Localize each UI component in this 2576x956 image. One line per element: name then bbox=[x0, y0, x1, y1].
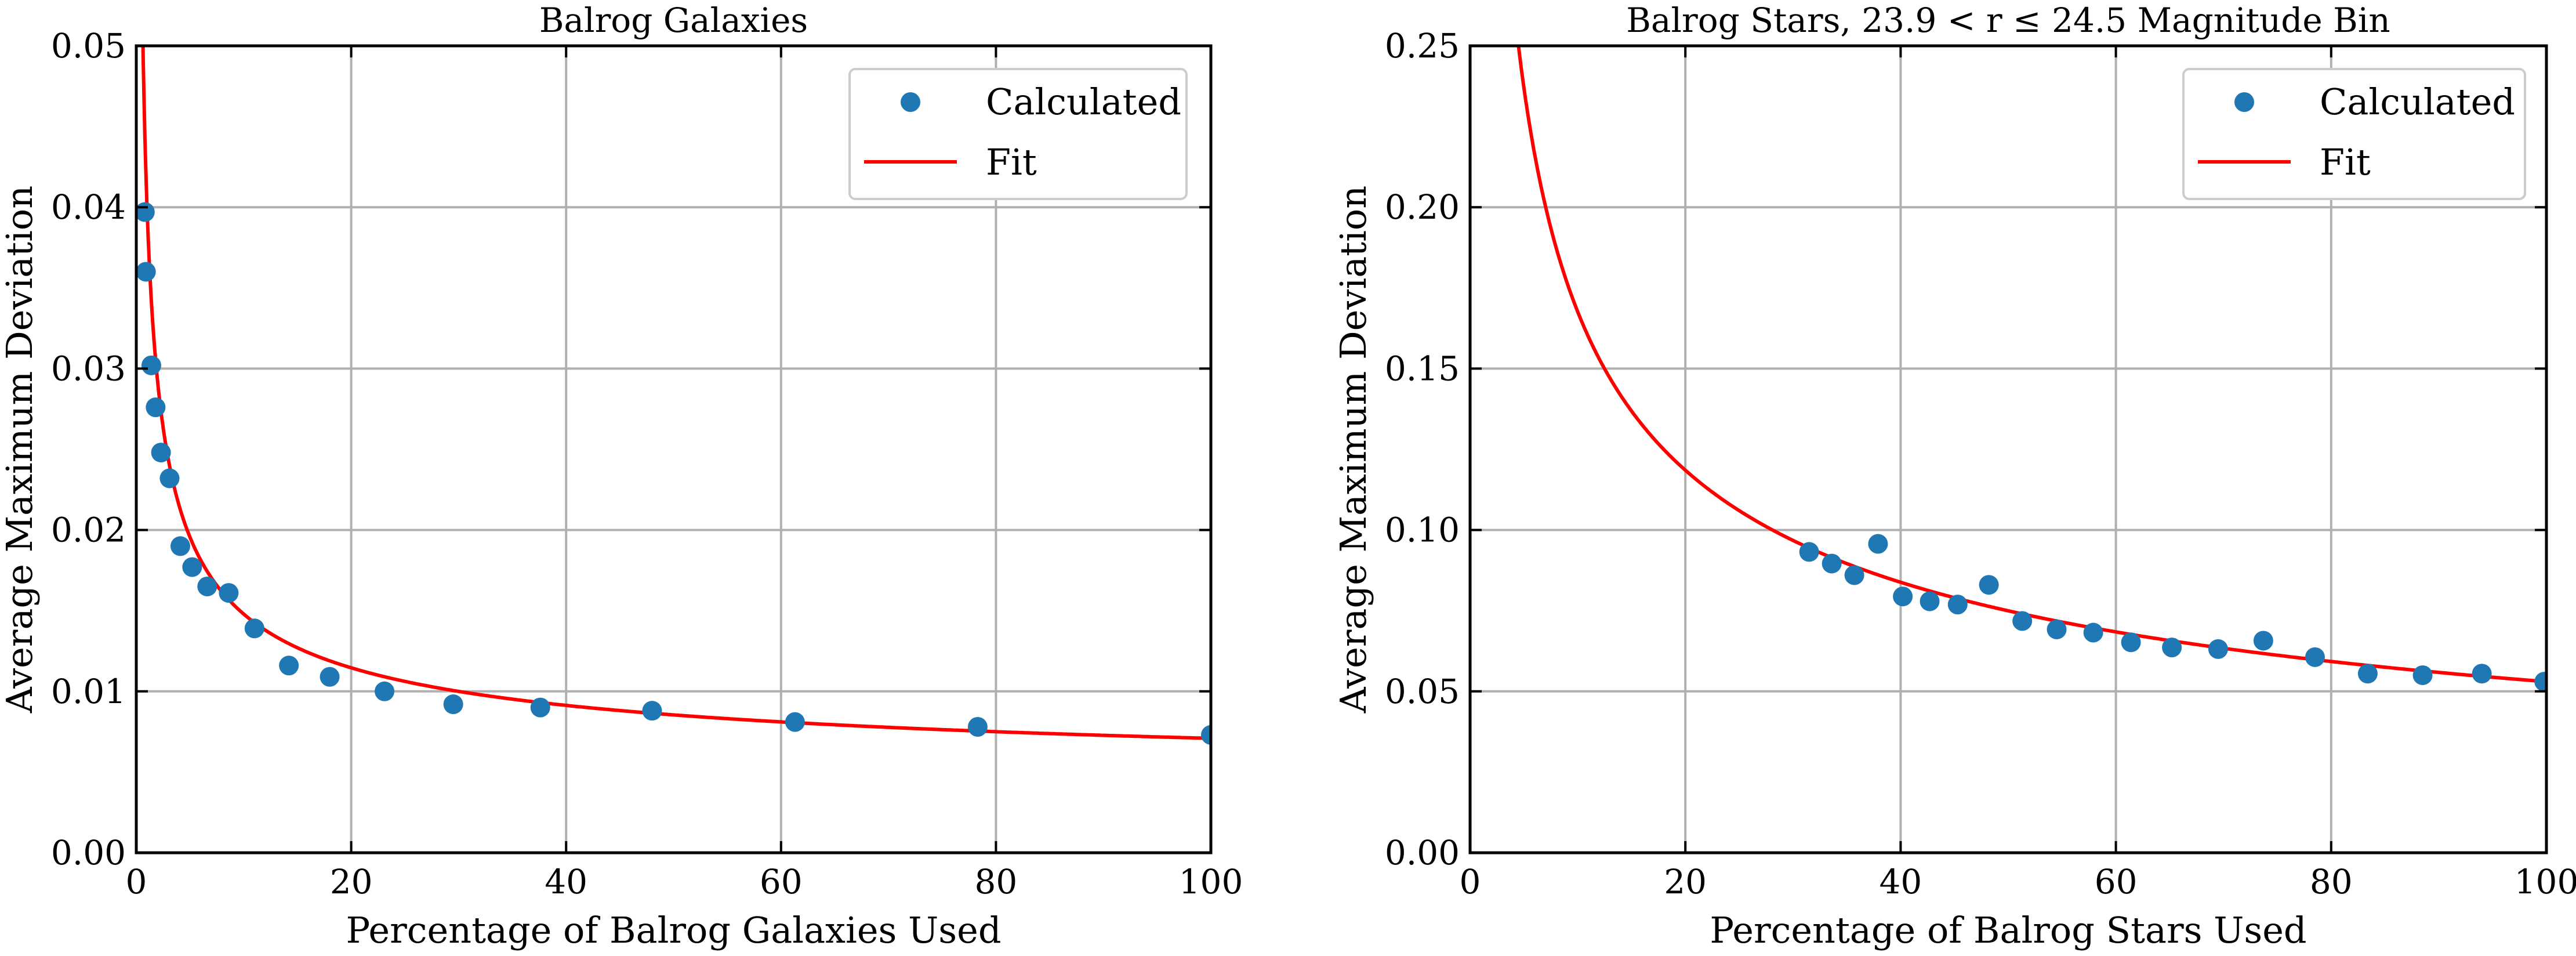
y-tick-label: 0.00 bbox=[1385, 833, 1460, 872]
data-point bbox=[2047, 619, 2067, 639]
y-axis-label: Average Maximum Deviation bbox=[1332, 186, 1374, 714]
legend-label-calculated: Calculated bbox=[2320, 81, 2515, 123]
y-tick-label: 0.25 bbox=[1385, 26, 1460, 66]
y-tick-label: 0.05 bbox=[1385, 672, 1460, 711]
legend-label-fit: Fit bbox=[986, 141, 1037, 183]
legend: Calculated Fit bbox=[848, 68, 1188, 200]
x-tick-label: 100 bbox=[1179, 862, 1243, 901]
data-point bbox=[136, 202, 155, 222]
data-point bbox=[159, 468, 180, 488]
y-tick-label: 0.02 bbox=[51, 510, 126, 550]
data-point bbox=[2012, 611, 2033, 631]
x-tick-label: 60 bbox=[2095, 862, 2138, 901]
x-tick-label: 40 bbox=[1879, 862, 1922, 901]
data-point bbox=[279, 656, 299, 676]
data-point bbox=[530, 697, 550, 718]
x-axis-label: Percentage of Balrog Stars Used bbox=[1710, 909, 2306, 951]
chart-2: 0 20 40 60 80 100 0.00 0.05 0.10 0.15 0.20 0.25 Balr… bbox=[1332, 1, 2576, 951]
data-point bbox=[197, 576, 217, 596]
data-point bbox=[182, 557, 202, 577]
legend-box bbox=[2182, 68, 2526, 200]
x-tick-label: 100 bbox=[2515, 862, 2576, 901]
data-point bbox=[1893, 586, 1913, 607]
data-point bbox=[219, 583, 239, 603]
data-point bbox=[2357, 664, 2378, 684]
data-point bbox=[320, 667, 340, 687]
y-tick-label: 0.03 bbox=[51, 349, 126, 388]
chart-1: 0 20 40 60 80 100 0.00 0.01 0.02 0.03 0.04 0.05 Balr… bbox=[0, 1, 1243, 951]
legend-label-calculated: Calculated bbox=[986, 81, 1181, 123]
data-point bbox=[1844, 565, 1864, 585]
legend-marker-calculated bbox=[2234, 92, 2254, 112]
data-point bbox=[2162, 638, 2182, 658]
data-point bbox=[2083, 622, 2103, 643]
data-point bbox=[443, 694, 463, 715]
data-point bbox=[1822, 553, 1842, 574]
data-point bbox=[1201, 725, 1211, 745]
y-tick-label: 0.20 bbox=[1385, 187, 1460, 227]
data-point bbox=[2121, 632, 2141, 653]
legend-box bbox=[848, 68, 1188, 200]
x-tick-label: 0 bbox=[126, 862, 147, 901]
x-tick-label: 20 bbox=[330, 862, 373, 901]
data-point bbox=[170, 536, 190, 556]
data-point bbox=[642, 701, 662, 721]
data-point bbox=[2305, 647, 2325, 667]
x-tick-label: 40 bbox=[545, 862, 587, 901]
data-point bbox=[151, 443, 171, 463]
chart-title: Balrog Galaxies bbox=[539, 1, 808, 40]
data-point bbox=[2208, 639, 2228, 659]
x-axis-label: Percentage of Balrog Galaxies Used bbox=[346, 909, 1001, 951]
data-point bbox=[146, 397, 166, 418]
data-point bbox=[2412, 665, 2433, 685]
data-point bbox=[1799, 542, 1819, 562]
data-point bbox=[375, 681, 395, 701]
y-axis-label: Average Maximum Deviation bbox=[0, 186, 41, 714]
data-point bbox=[1868, 534, 1888, 554]
legend: Calculated Fit bbox=[2182, 68, 2526, 200]
data-point bbox=[785, 712, 805, 732]
y-tick-label: 0.00 bbox=[51, 833, 126, 872]
x-tick-label: 60 bbox=[760, 862, 803, 901]
y-tick-label: 0.04 bbox=[51, 187, 126, 227]
data-point bbox=[2534, 672, 2546, 692]
data-point bbox=[1920, 591, 1940, 611]
legend-marker-calculated bbox=[901, 92, 920, 112]
y-tick-label: 0.10 bbox=[1385, 510, 1460, 550]
y-tick-label: 0.05 bbox=[51, 26, 126, 66]
data-point bbox=[141, 355, 161, 375]
data-point bbox=[2253, 631, 2273, 651]
x-tick-label: 20 bbox=[1664, 862, 1707, 901]
chart-title: Balrog Stars, 23.9 < r ≤ 24.5 Magnitude … bbox=[1626, 1, 2390, 40]
x-tick-label: 80 bbox=[2310, 862, 2353, 901]
data-point bbox=[1947, 595, 1968, 615]
data-point bbox=[136, 262, 156, 282]
legend-label-fit: Fit bbox=[2320, 141, 2371, 183]
y-tick-label: 0.15 bbox=[1385, 349, 1460, 388]
data-point bbox=[244, 618, 264, 639]
data-point bbox=[967, 717, 988, 737]
x-tick-label: 80 bbox=[974, 862, 1017, 901]
y-tick-label: 0.01 bbox=[51, 672, 126, 711]
axes-frame bbox=[135, 44, 1213, 854]
axes-frame bbox=[1468, 44, 2548, 854]
x-tick-label: 0 bbox=[1460, 862, 1481, 901]
data-point bbox=[1979, 575, 1999, 595]
data-point bbox=[2472, 664, 2492, 684]
